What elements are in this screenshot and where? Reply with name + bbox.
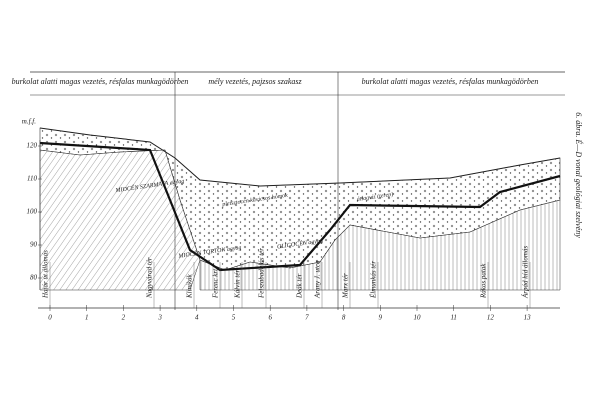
x-tick-label: 5 <box>232 314 236 322</box>
station-label: Élmunkás tér <box>370 261 378 299</box>
section-label: burkolat alatti magas vezetés, résfalas … <box>12 77 189 86</box>
y-tick-label: 120 <box>27 142 38 150</box>
x-tick-label: 8 <box>342 314 346 322</box>
station-label: Határ út állomás <box>42 250 50 299</box>
station-label: Ferenc krt. <box>212 267 220 299</box>
tunnel-line <box>39 141 561 272</box>
x-tick-label: 4 <box>195 314 199 322</box>
x-tick-label: 11 <box>450 314 456 322</box>
station-label: Klinikák <box>186 273 194 299</box>
x-tick-label: 12 <box>487 314 495 322</box>
x-tick-label: 10 <box>414 314 422 322</box>
station-label: Kálvin tér <box>234 270 242 299</box>
y-tick-label: 80 <box>30 274 38 282</box>
y-tick-label: 110 <box>27 175 37 183</box>
section-label: mély vezetés, pajzsos szakasz <box>208 77 302 86</box>
caption: 6. ábra. É—D vonal geológiai szelvény <box>574 112 584 238</box>
x-tick-label: 7 <box>305 314 309 322</box>
clay-layer <box>39 149 201 291</box>
x-tick-label: 13 <box>524 314 532 322</box>
y-tick-label: 90 <box>30 241 38 249</box>
x-tick-label: 2 <box>122 314 126 322</box>
station-label: Árpád híd állomás <box>522 246 530 299</box>
oligocene-layer <box>199 199 561 291</box>
y-tick-label: 100 <box>27 208 38 216</box>
x-tick-label: 6 <box>268 314 272 322</box>
section-label: burkolat alatti magas vezetés, résfalas … <box>362 77 539 86</box>
x-tick-label: 3 <box>157 314 162 322</box>
x-tick-label: 1 <box>85 314 89 322</box>
station-label: Nagyvárad tér <box>146 257 154 299</box>
y-unit: m.f.f. <box>22 118 36 126</box>
station-label: Arany J. utca <box>314 260 322 299</box>
x-tick-label: 0 <box>48 314 52 322</box>
station-label: Marx tér <box>342 273 350 299</box>
station-label: Deák tér <box>296 273 304 299</box>
x-tick-label: 9 <box>379 314 383 322</box>
station-label: Felszabadulás tér <box>258 248 266 299</box>
station-label: Rákos patak <box>480 263 488 299</box>
surface-line <box>39 127 561 187</box>
